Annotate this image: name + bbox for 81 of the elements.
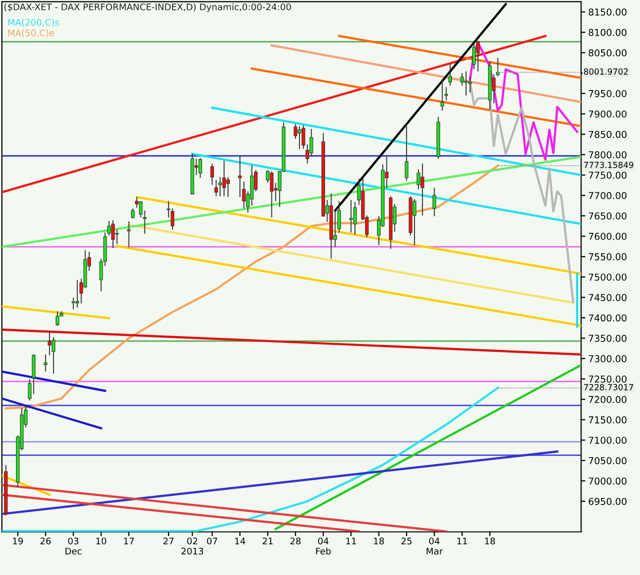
- candlestick: [226, 176, 230, 198]
- y-tick-label: 7550.00: [588, 253, 626, 260]
- y-tick-label: 7350.00: [588, 334, 626, 342]
- annotation: 7228.73017: [584, 384, 634, 390]
- y-tick-label: 7800.00: [588, 151, 626, 158]
- y-tick-label: 8050.00: [588, 49, 626, 56]
- candlestick: [111, 220, 115, 249]
- x-tick-label: 11: [457, 538, 468, 544]
- candlestick: [432, 187, 436, 217]
- candlestick: [214, 179, 218, 197]
- text: MA(200,C)s: [8, 18, 60, 27]
- candlestick: [298, 126, 302, 150]
- x-tick-label: 11: [346, 538, 356, 544]
- candlestick: [420, 163, 424, 216]
- candlestick: [270, 170, 274, 218]
- y-tick-label: 7300.00: [588, 355, 626, 362]
- y-tick-label: 7200.00: [588, 396, 626, 404]
- x-tick-label: 25: [401, 538, 412, 544]
- x-tick-label: 18: [485, 538, 495, 544]
- candlestick: [138, 200, 143, 218]
- candlestick: [32, 354, 36, 395]
- candlestick: [210, 163, 214, 186]
- candlestick: [44, 354, 48, 372]
- line-series: [4, 164, 499, 410]
- x-tick-label: 10: [96, 538, 106, 544]
- y-tick-label: 7500.00: [588, 274, 626, 281]
- y-tick-label: 7900.00: [588, 110, 626, 118]
- candlestick: [412, 198, 416, 246]
- x-tick-label: 26: [40, 538, 51, 544]
- candlestick: [337, 200, 341, 234]
- y-tick-label: 7450.00: [588, 294, 626, 302]
- y-tick-label: 7050.00: [588, 457, 626, 464]
- candlestick: [472, 40, 476, 70]
- candlestick: [198, 157, 202, 178]
- candlestick: [56, 310, 60, 326]
- x-tick-label: 02 2013: [182, 538, 204, 555]
- candlestick: [404, 126, 408, 182]
- y-tick-label: 7650.00: [588, 212, 626, 220]
- y-tick-label: 7950.00: [588, 90, 626, 98]
- y-tick-label: 7000.00: [588, 477, 626, 485]
- y-tick-label: 6950.00: [588, 498, 626, 506]
- candlestick: [476, 40, 480, 72]
- text: MA(50,C)e: [8, 29, 54, 38]
- candlestick: [464, 70, 468, 96]
- y-tick-label: 7250.00: [588, 376, 626, 383]
- candlestick: [131, 208, 135, 219]
- annotation: 8001.9702: [584, 68, 628, 75]
- y-tick-label: 8150.00: [588, 8, 626, 16]
- x-tick-label: 28: [290, 538, 301, 544]
- x-tick-label: 19: [13, 538, 23, 544]
- x-tick-label: 07: [207, 538, 218, 544]
- y-tick-label: 7850.00: [588, 130, 626, 138]
- y-tick-label: 7400.00: [588, 314, 626, 322]
- candlestick: [448, 64, 452, 86]
- x-tick-label: 04 Mar: [426, 538, 443, 555]
- candlestick: [72, 297, 76, 310]
- candlestick: [353, 201, 357, 236]
- candlestick: [48, 331, 52, 356]
- y-tick-label: 7750.00: [588, 172, 626, 179]
- line-series: [2, 386, 499, 532]
- y-tick-label: 7150.00: [588, 416, 626, 424]
- x-tick-label: 04 Feb: [316, 538, 331, 555]
- x-tick-label: 21: [262, 538, 273, 544]
- x-tick-label: 03 Dec: [65, 538, 82, 555]
- y-tick-label: 7700.00: [588, 192, 626, 200]
- y-tick-label: 8100.00: [588, 28, 626, 36]
- x-tick-label: 14: [235, 538, 246, 544]
- y-tick-label: 7100.00: [588, 436, 626, 444]
- candlestick: [218, 176, 222, 197]
- chart-title: ($DAX-XET - DAX PERFORMANCE-INDEX,D) Dynamic,0:00-24:00: [4, 3, 291, 12]
- candlestick: [440, 78, 444, 112]
- x-tick-label: 17: [124, 538, 134, 544]
- x-tick-label: 18: [374, 538, 384, 544]
- y-tick-label: 7600.00: [588, 232, 626, 240]
- annotation: 7773.15849: [584, 162, 634, 168]
- x-tick-label: 27: [163, 538, 174, 544]
- line-series: [468, 80, 574, 303]
- candlestick: [238, 155, 242, 198]
- candlestick: [76, 279, 80, 308]
- candlestick: [349, 199, 353, 234]
- candlestick: [222, 160, 226, 197]
